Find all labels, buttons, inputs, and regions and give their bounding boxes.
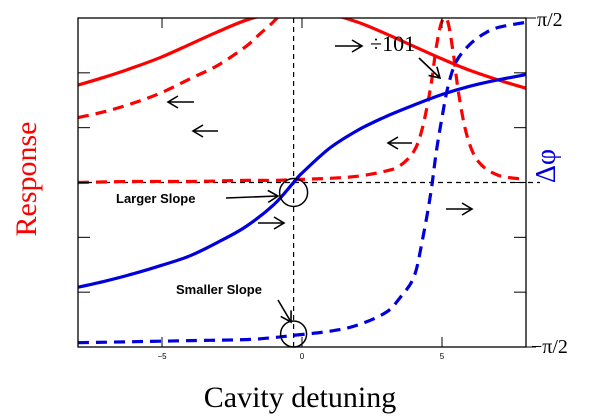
arrow-left-3-head bbox=[386, 136, 399, 150]
x-axis-label: Cavity detuning bbox=[204, 381, 396, 414]
y-right-tick-top: π/2 bbox=[537, 9, 563, 31]
circle-larger-slope bbox=[278, 177, 309, 208]
y-right-tick-bottom: −π/2 bbox=[531, 336, 568, 358]
arrow-larger-slope bbox=[225, 189, 280, 204]
annotation-divide-101: ÷101 bbox=[370, 31, 415, 56]
arrow-right-2 bbox=[446, 202, 474, 216]
x-tick-label: −5 bbox=[157, 352, 167, 361]
markers-layer bbox=[166, 39, 474, 348]
arrow-divide-101 bbox=[335, 39, 364, 53]
arrow-to-peak-shaft bbox=[418, 57, 441, 79]
arrow-right-1-head bbox=[273, 216, 286, 230]
arrow-left-3 bbox=[386, 136, 412, 150]
phase-solid-line bbox=[78, 73, 526, 289]
annotation-larger-slope: Larger Slope bbox=[116, 191, 195, 206]
arrow-smaller-slope bbox=[277, 299, 292, 324]
response-dashed-scaled-line bbox=[78, 18, 526, 185]
arrow-smaller-slope-shaft bbox=[277, 299, 292, 323]
x-tick-label: 0 bbox=[300, 352, 305, 361]
arrow-larger-slope-head bbox=[267, 189, 280, 204]
tick-layer: −5 0 5 bbox=[78, 17, 536, 361]
reference-lines bbox=[78, 18, 540, 347]
y-axis-right-label: Δφ bbox=[531, 149, 562, 183]
arrow-to-peak-head bbox=[428, 66, 442, 80]
y-axis-left-label: Response bbox=[10, 122, 43, 237]
arrow-right-1 bbox=[258, 216, 286, 230]
series-layer bbox=[78, 18, 526, 345]
arrow-right-2-head bbox=[461, 202, 474, 216]
arrow-left-2-head bbox=[191, 124, 204, 138]
arrow-larger-slope-shaft bbox=[225, 195, 279, 199]
arrow-left-1-head bbox=[166, 95, 179, 109]
annotation-smaller-slope: Smaller Slope bbox=[176, 282, 262, 297]
x-tick-label: 5 bbox=[440, 352, 445, 361]
arrow-divide-101-head bbox=[351, 39, 364, 53]
arrow-to-peak bbox=[418, 57, 442, 80]
response-dashed-line bbox=[78, 18, 280, 120]
response-solid-line bbox=[78, 18, 526, 90]
arrow-left-2 bbox=[191, 124, 218, 138]
arrow-left-1 bbox=[166, 95, 194, 109]
